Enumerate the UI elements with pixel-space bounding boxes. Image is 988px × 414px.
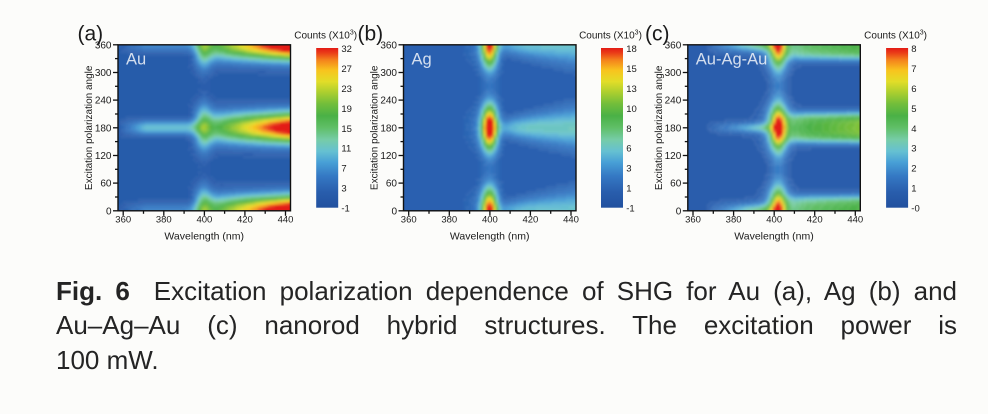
svg-text:240: 240 (95, 96, 112, 107)
svg-text:3: 3 (626, 164, 631, 175)
svg-text:380: 380 (441, 214, 457, 225)
svg-text:180: 180 (95, 123, 112, 134)
svg-text:0: 0 (106, 206, 112, 217)
svg-text:10: 10 (626, 104, 637, 115)
svg-text:19: 19 (341, 104, 352, 115)
svg-text:60: 60 (100, 179, 112, 190)
svg-text:180: 180 (380, 123, 397, 134)
svg-text:(a): (a) (78, 23, 104, 46)
svg-text:7: 7 (911, 64, 916, 75)
svg-text:Au: Au (126, 50, 146, 68)
svg-text:360: 360 (665, 40, 682, 51)
svg-text:300: 300 (380, 68, 397, 79)
svg-text:-1: -1 (626, 204, 634, 215)
svg-text:0: 0 (676, 206, 682, 217)
svg-text:15: 15 (341, 124, 352, 135)
svg-text:Excitation polarization angle: Excitation polarization angle (370, 65, 381, 190)
svg-text:Ag: Ag (412, 50, 432, 68)
svg-text:120: 120 (95, 151, 112, 162)
svg-text:60: 60 (386, 179, 398, 190)
svg-text:Wavelength (nm): Wavelength (nm) (450, 230, 530, 242)
svg-text:1: 1 (626, 184, 631, 195)
svg-text:27: 27 (341, 64, 352, 75)
svg-text:3: 3 (341, 184, 346, 195)
svg-text:7: 7 (341, 164, 346, 175)
svg-text:32: 32 (341, 44, 352, 55)
svg-text:3: 3 (911, 144, 916, 155)
svg-text:60: 60 (670, 179, 682, 190)
svg-text:400: 400 (766, 214, 782, 225)
svg-text:(b): (b) (358, 23, 384, 46)
svg-text:23: 23 (341, 84, 352, 95)
svg-text:380: 380 (726, 214, 742, 225)
svg-text:360: 360 (685, 214, 701, 225)
svg-text:13: 13 (626, 84, 637, 95)
svg-text:440: 440 (563, 214, 579, 225)
svg-text:360: 360 (380, 40, 397, 51)
svg-text:440: 440 (278, 214, 294, 225)
svg-text:Counts (X103): Counts (X103) (294, 30, 357, 42)
svg-text:360: 360 (115, 214, 131, 225)
svg-text:8: 8 (626, 124, 631, 135)
svg-text:Excitation polarization angle: Excitation polarization angle (654, 65, 665, 190)
svg-text:8: 8 (911, 44, 916, 55)
svg-text:240: 240 (380, 96, 397, 107)
svg-text:18: 18 (626, 44, 637, 55)
svg-text:(c): (c) (645, 23, 670, 46)
svg-text:-0: -0 (911, 204, 919, 215)
svg-text:Wavelength (nm): Wavelength (nm) (164, 230, 244, 242)
svg-text:2: 2 (911, 164, 916, 175)
svg-text:Counts (X103): Counts (X103) (864, 30, 927, 42)
svg-text:15: 15 (626, 64, 637, 75)
svg-text:420: 420 (237, 214, 253, 225)
svg-text:440: 440 (847, 214, 863, 225)
svg-text:300: 300 (95, 68, 112, 79)
svg-text:4: 4 (911, 124, 916, 135)
svg-text:420: 420 (522, 214, 538, 225)
svg-text:6: 6 (626, 144, 631, 155)
svg-text:Wavelength (nm): Wavelength (nm) (734, 230, 814, 242)
svg-text:400: 400 (482, 214, 498, 225)
svg-text:420: 420 (807, 214, 823, 225)
svg-text:Counts (X103): Counts (X103) (579, 30, 642, 42)
svg-text:240: 240 (665, 96, 682, 107)
svg-text:-1: -1 (341, 204, 349, 215)
svg-text:Excitation polarization angle: Excitation polarization angle (84, 65, 95, 190)
svg-text:0: 0 (391, 206, 397, 217)
svg-text:5: 5 (911, 104, 916, 115)
svg-text:360: 360 (401, 214, 417, 225)
svg-text:6: 6 (911, 84, 916, 95)
svg-text:180: 180 (665, 123, 682, 134)
svg-text:Au-Ag-Au: Au-Ag-Au (696, 50, 768, 68)
svg-text:120: 120 (665, 151, 682, 162)
svg-text:360: 360 (95, 40, 112, 51)
svg-text:400: 400 (196, 214, 212, 225)
svg-text:1: 1 (911, 184, 916, 195)
svg-text:11: 11 (341, 144, 351, 155)
svg-text:120: 120 (380, 151, 397, 162)
svg-text:300: 300 (665, 68, 682, 79)
svg-text:380: 380 (156, 214, 172, 225)
